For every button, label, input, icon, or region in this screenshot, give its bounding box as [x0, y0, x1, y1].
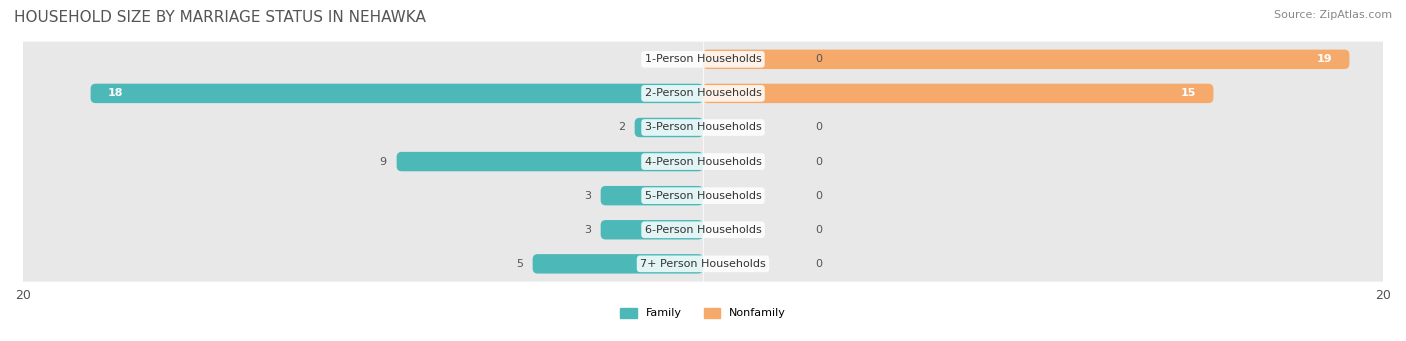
FancyBboxPatch shape: [6, 76, 1400, 111]
Text: 0: 0: [815, 225, 823, 235]
FancyBboxPatch shape: [6, 246, 1400, 282]
Text: 0: 0: [815, 122, 823, 133]
Text: 5: 5: [516, 259, 523, 269]
FancyBboxPatch shape: [634, 118, 703, 137]
Legend: Family, Nonfamily: Family, Nonfamily: [616, 303, 790, 323]
FancyBboxPatch shape: [703, 49, 1350, 69]
Text: 0: 0: [815, 54, 823, 64]
Text: 15: 15: [1181, 88, 1197, 99]
Text: 0: 0: [815, 157, 823, 167]
Text: 2-Person Households: 2-Person Households: [644, 88, 762, 99]
FancyBboxPatch shape: [600, 186, 703, 205]
Text: 6-Person Households: 6-Person Households: [644, 225, 762, 235]
FancyBboxPatch shape: [90, 84, 703, 103]
Text: 4-Person Households: 4-Person Households: [644, 157, 762, 167]
Text: 19: 19: [1316, 54, 1331, 64]
FancyBboxPatch shape: [6, 42, 1400, 77]
Text: 2: 2: [617, 122, 624, 133]
Text: 3: 3: [583, 191, 591, 201]
Text: HOUSEHOLD SIZE BY MARRIAGE STATUS IN NEHAWKA: HOUSEHOLD SIZE BY MARRIAGE STATUS IN NEH…: [14, 10, 426, 25]
Text: 0: 0: [815, 259, 823, 269]
Text: 0: 0: [815, 191, 823, 201]
Text: 3: 3: [583, 225, 591, 235]
FancyBboxPatch shape: [600, 220, 703, 239]
Text: 5-Person Households: 5-Person Households: [644, 191, 762, 201]
FancyBboxPatch shape: [396, 152, 703, 171]
Text: Source: ZipAtlas.com: Source: ZipAtlas.com: [1274, 10, 1392, 20]
FancyBboxPatch shape: [6, 178, 1400, 213]
Text: 7+ Person Households: 7+ Person Households: [640, 259, 766, 269]
Text: 18: 18: [108, 88, 124, 99]
FancyBboxPatch shape: [6, 110, 1400, 145]
FancyBboxPatch shape: [703, 84, 1213, 103]
FancyBboxPatch shape: [533, 254, 703, 273]
FancyBboxPatch shape: [6, 212, 1400, 248]
Text: 3-Person Households: 3-Person Households: [644, 122, 762, 133]
FancyBboxPatch shape: [6, 144, 1400, 179]
Text: 1-Person Households: 1-Person Households: [644, 54, 762, 64]
Text: 9: 9: [380, 157, 387, 167]
